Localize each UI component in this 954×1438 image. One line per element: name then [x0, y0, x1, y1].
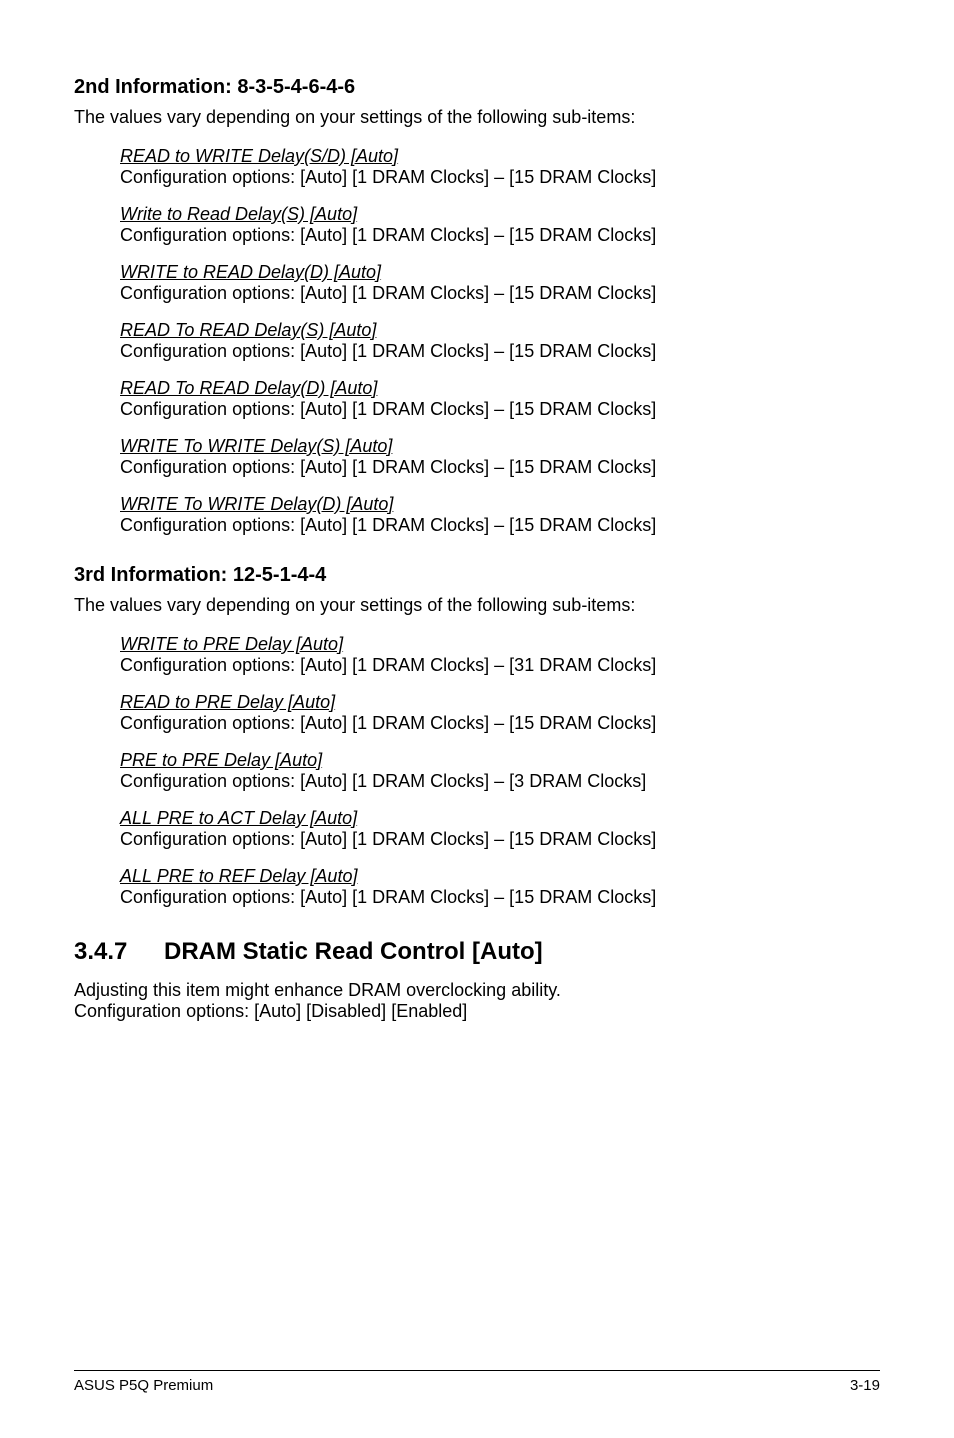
item-3-4: ALL PRE to REF Delay [Auto] Configuratio…	[120, 866, 880, 908]
footer-right: 3-19	[850, 1377, 880, 1394]
item-2-3-title: READ To READ Delay(S) [Auto]	[120, 320, 880, 341]
item-2-6-title: WRITE To WRITE Delay(D) [Auto]	[120, 494, 880, 515]
heading-347: 3.4.7 DRAM Static Read Control [Auto]	[74, 938, 880, 966]
item-3-2-title: PRE to PRE Delay [Auto]	[120, 750, 880, 771]
item-3-0: WRITE to PRE Delay [Auto] Configuration …	[120, 634, 880, 676]
item-2-3: READ To READ Delay(S) [Auto] Configurati…	[120, 320, 880, 362]
intro-3rd: The values vary depending on your settin…	[74, 595, 880, 616]
item-2-0-opts: Configuration options: [Auto] [1 DRAM Cl…	[120, 167, 656, 187]
item-2-2-opts: Configuration options: [Auto] [1 DRAM Cl…	[120, 283, 656, 303]
item-3-3-opts: Configuration options: [Auto] [1 DRAM Cl…	[120, 829, 656, 849]
body-347-line1: Adjusting this item might enhance DRAM o…	[74, 980, 880, 1001]
item-2-1: Write to Read Delay(S) [Auto] Configurat…	[120, 204, 880, 246]
body-347-line2: Configuration options: [Auto] [Disabled]…	[74, 1001, 880, 1022]
item-2-6: WRITE To WRITE Delay(D) [Auto] Configura…	[120, 494, 880, 536]
item-3-1-title: READ to PRE Delay [Auto]	[120, 692, 880, 713]
item-2-4-title: READ To READ Delay(D) [Auto]	[120, 378, 880, 399]
item-2-0: READ to WRITE Delay(S/D) [Auto] Configur…	[120, 146, 880, 188]
page-footer: ASUS P5Q Premium 3-19	[74, 1370, 880, 1394]
item-2-4-opts: Configuration options: [Auto] [1 DRAM Cl…	[120, 399, 656, 419]
footer-left: ASUS P5Q Premium	[74, 1377, 213, 1394]
item-3-3-title: ALL PRE to ACT Delay [Auto]	[120, 808, 880, 829]
item-3-0-opts: Configuration options: [Auto] [1 DRAM Cl…	[120, 655, 656, 675]
item-2-5-title: WRITE To WRITE Delay(S) [Auto]	[120, 436, 880, 457]
item-3-4-title: ALL PRE to REF Delay [Auto]	[120, 866, 880, 887]
item-2-2: WRITE to READ Delay(D) [Auto] Configurat…	[120, 262, 880, 304]
item-3-1: READ to PRE Delay [Auto] Configuration o…	[120, 692, 880, 734]
item-3-2-opts: Configuration options: [Auto] [1 DRAM Cl…	[120, 771, 646, 791]
item-2-1-title: Write to Read Delay(S) [Auto]	[120, 204, 880, 225]
item-2-3-opts: Configuration options: [Auto] [1 DRAM Cl…	[120, 341, 656, 361]
heading-2nd-info: 2nd Information: 8-3-5-4-6-4-6	[74, 76, 880, 99]
item-3-0-title: WRITE to PRE Delay [Auto]	[120, 634, 880, 655]
item-2-5: WRITE To WRITE Delay(S) [Auto] Configura…	[120, 436, 880, 478]
item-2-6-opts: Configuration options: [Auto] [1 DRAM Cl…	[120, 515, 656, 535]
item-2-2-title: WRITE to READ Delay(D) [Auto]	[120, 262, 880, 283]
item-2-1-opts: Configuration options: [Auto] [1 DRAM Cl…	[120, 225, 656, 245]
item-2-5-opts: Configuration options: [Auto] [1 DRAM Cl…	[120, 457, 656, 477]
item-3-2: PRE to PRE Delay [Auto] Configuration op…	[120, 750, 880, 792]
item-3-4-opts: Configuration options: [Auto] [1 DRAM Cl…	[120, 887, 656, 907]
item-2-4: READ To READ Delay(D) [Auto] Configurati…	[120, 378, 880, 420]
heading-347-num: 3.4.7	[74, 938, 164, 966]
item-3-3: ALL PRE to ACT Delay [Auto] Configuratio…	[120, 808, 880, 850]
intro-2nd: The values vary depending on your settin…	[74, 107, 880, 128]
heading-347-title: DRAM Static Read Control [Auto]	[164, 938, 543, 966]
heading-3rd-info: 3rd Information: 12-5-1-4-4	[74, 564, 880, 587]
item-3-1-opts: Configuration options: [Auto] [1 DRAM Cl…	[120, 713, 656, 733]
item-2-0-title: READ to WRITE Delay(S/D) [Auto]	[120, 146, 880, 167]
